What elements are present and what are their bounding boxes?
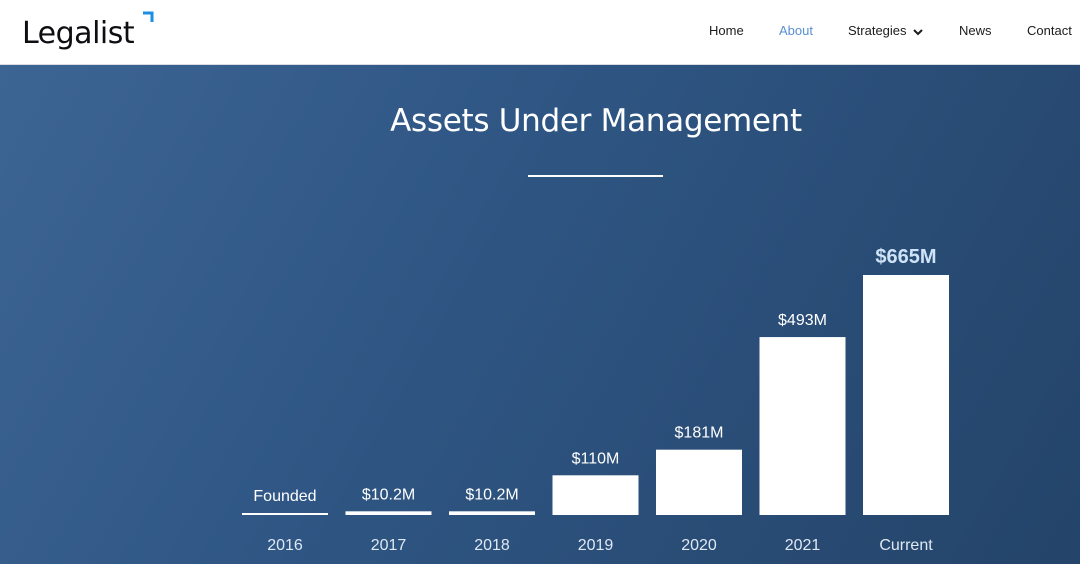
value-label-2018: $10.2M — [465, 486, 518, 503]
x-tick-label-2018: 2018 — [474, 537, 510, 554]
x-tick-label-2020: 2020 — [681, 537, 717, 554]
value-label-2016: Founded — [253, 488, 316, 505]
x-tick-label-2019: 2019 — [578, 537, 614, 554]
nav-strategies-label: Strategies — [848, 23, 907, 38]
nav-contact[interactable]: Contact — [1027, 23, 1072, 38]
logo-text: Legalist — [22, 16, 135, 51]
site-header: Legalist Home About Strategies News Cont… — [0, 0, 1080, 65]
nav-strategies[interactable]: Strategies — [848, 22, 928, 40]
x-tick-label-2021: 2021 — [785, 537, 821, 554]
logo[interactable]: Legalist — [22, 11, 154, 56]
aum-section: Assets Under Management Founded 2016 $10.2… — [0, 65, 1080, 564]
nav-about[interactable]: About — [779, 23, 813, 38]
chevron-down-icon — [912, 28, 923, 35]
logo-corner-mark-icon — [143, 11, 154, 22]
bar-2019 — [552, 475, 639, 515]
value-label-2017: $10.2M — [362, 486, 415, 503]
title-divider — [528, 175, 663, 177]
bar-2021 — [759, 337, 846, 515]
x-tick-label-2017: 2017 — [371, 537, 407, 554]
bar-2018 — [449, 511, 535, 515]
bar-current — [863, 275, 949, 515]
value-label-2020: $181M — [675, 425, 724, 442]
x-tick-label-current: Current — [879, 537, 933, 554]
value-label-2021: $493M — [778, 312, 827, 329]
nav-news[interactable]: News — [959, 23, 992, 38]
x-tick-label-2016: 2016 — [267, 537, 303, 554]
bar-2020 — [656, 449, 742, 515]
value-label-2019: $110M — [572, 450, 620, 467]
section-title: Assets Under Management — [390, 103, 802, 139]
bar-2017 — [345, 511, 432, 515]
nav-home[interactable]: Home — [709, 23, 744, 38]
bar-2016 — [242, 513, 328, 515]
aum-bar-chart: Founded 2016 $10.2M 2017 $10.2M 2018 $110M 2019… — [242, 246, 949, 554]
value-label-current: $665M — [875, 246, 936, 268]
